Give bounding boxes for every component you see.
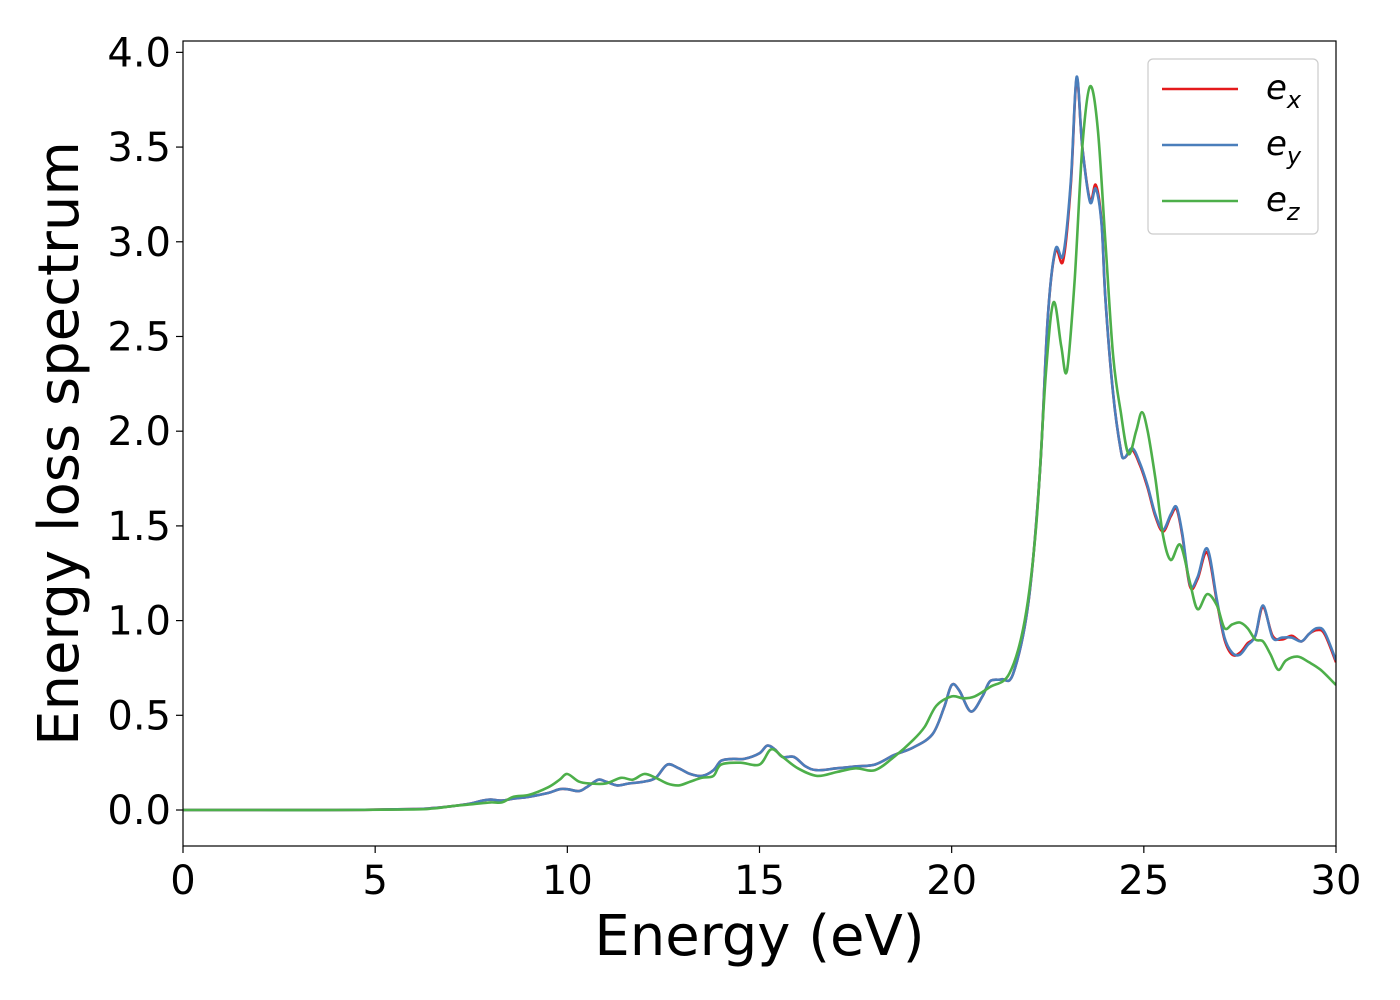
y-tick-label: 1.0: [107, 599, 171, 645]
y-tick-label: 2.5: [107, 314, 171, 360]
y-tick-label: 0.5: [107, 693, 171, 739]
x-tick-label: 15: [734, 858, 785, 904]
series-line-z: [183, 85, 1336, 812]
y-tick-label: 1.5: [107, 504, 171, 550]
series-line-y: [183, 75, 1336, 812]
x-tick-label: 30: [1311, 858, 1362, 904]
x-axis-title: Energy (eV): [594, 904, 924, 969]
legend-label-z: ez: [1266, 180, 1301, 226]
legend-label-y: ey: [1266, 124, 1302, 170]
x-tick-label: 5: [362, 858, 387, 904]
y-tick-label: 0.0: [107, 788, 171, 834]
x-tick-label: 10: [542, 858, 593, 904]
y-axis-title: Energy loss spectrum: [27, 141, 92, 746]
x-tick-label: 25: [1118, 858, 1169, 904]
series-layer: [183, 75, 1336, 812]
legend-label-x: ex: [1266, 68, 1302, 114]
y-axis: 0.0 0.5 1.0 1.5 2.0 2.5 3.0 3.5 4.0: [107, 30, 183, 834]
y-tick-label: 3.0: [107, 220, 171, 266]
y-tick-label: 4.0: [107, 30, 171, 76]
x-tick-label: 0: [170, 858, 195, 904]
legend: ex ey ez: [1147, 58, 1319, 235]
y-tick-label: 2.0: [107, 409, 171, 455]
legend-box: [1147, 58, 1319, 235]
x-tick-label: 20: [926, 858, 977, 904]
x-axis: 0 5 10 15 20 25 30: [170, 846, 1361, 904]
y-tick-label: 3.5: [107, 125, 171, 171]
